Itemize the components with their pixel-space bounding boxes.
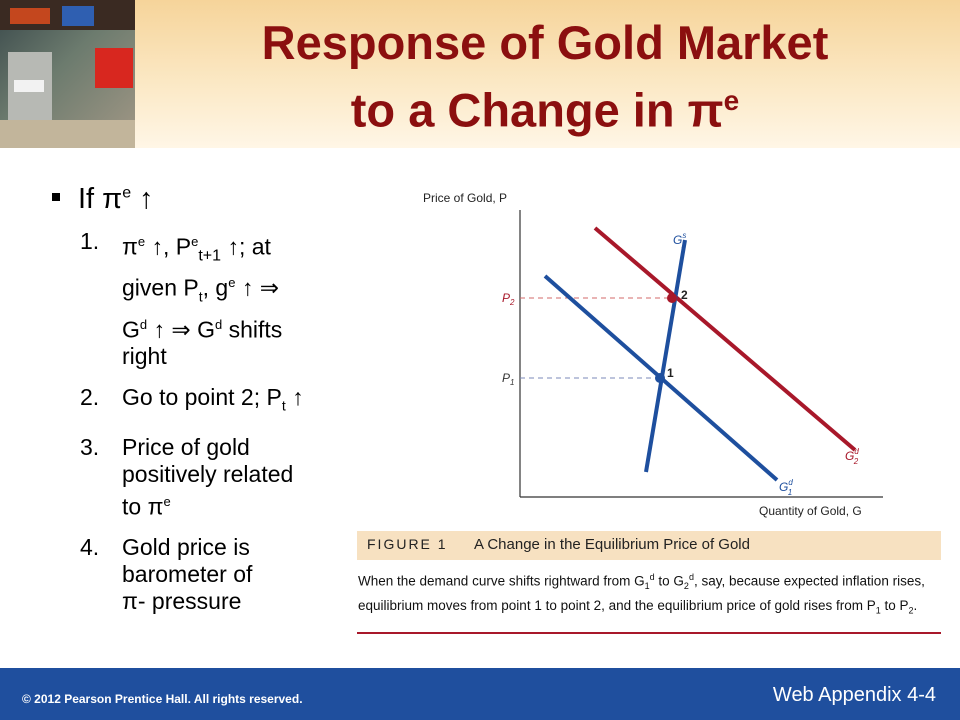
title-line-1: Response of Gold Market	[261, 16, 829, 69]
point-2-label: 2	[681, 288, 688, 302]
footer-bar: © 2012 Pearson Prentice Hall. All rights…	[0, 668, 960, 720]
point-2-marker	[667, 293, 677, 303]
title-band	[0, 0, 960, 148]
shanghai-sign	[0, 120, 135, 148]
point-1-marker	[655, 373, 665, 383]
supply-curve	[644, 239, 687, 473]
slide-title: Response of Gold Market to a Change in π…	[150, 14, 940, 140]
list-item-3: 3. Price of gold positively related to π…	[80, 433, 294, 520]
ticker-digits	[10, 8, 50, 24]
demand-2-label: Gd 2	[845, 447, 859, 466]
p2-label: P2	[502, 291, 515, 307]
figure-label: FIGURE 1	[367, 536, 448, 552]
page-label: Web Appendix 4-4	[772, 684, 936, 706]
numbered-list: 1. πe ↑, Pet+1 ↑; at given Pt, ge ↑ ⇒ Gd…	[80, 228, 350, 629]
flag-panel	[62, 6, 94, 26]
list-item-4: 4. Gold price is barometer of π- pressur…	[80, 534, 253, 615]
figure-body-text: When the demand curve shifts rightward f…	[358, 572, 925, 616]
p1-label: P1	[502, 371, 514, 387]
figure-bottom-rule	[357, 632, 941, 634]
demand-curve-2	[593, 226, 857, 452]
title-line-2: to a Change in πe	[350, 83, 740, 137]
list-item-1: 1. πe ↑, Pet+1 ↑; at given Pt, ge ↑ ⇒ Gd…	[80, 228, 283, 370]
list-item-2: 2. Go to point 2; Pt ↑	[80, 384, 304, 414]
figure-title: A Change in the Equilibrium Price of Gol…	[474, 536, 750, 553]
china-flag	[95, 48, 133, 88]
stock-exchange-photo	[0, 0, 135, 148]
x-axis-label: Quantity of Gold, G	[759, 504, 862, 518]
bullet-square	[52, 193, 60, 202]
gold-market-graph: Price of Gold, P Quantity of Gold, G P2 …	[423, 191, 883, 518]
tokyo-sign	[14, 80, 44, 92]
demand-1-label: Gd 1	[779, 478, 793, 497]
figure-caption-band: FIGURE 1 A Change in the Equilibrium Pri…	[357, 531, 941, 560]
copyright-text: © 2012 Pearson Prentice Hall. All rights…	[22, 692, 303, 706]
supply-label: Gs 1	[673, 231, 686, 250]
point-1-label: 1	[667, 366, 674, 380]
main-bullet: If πe ↑	[52, 183, 154, 216]
y-axis-label: Price of Gold, P	[423, 191, 507, 205]
